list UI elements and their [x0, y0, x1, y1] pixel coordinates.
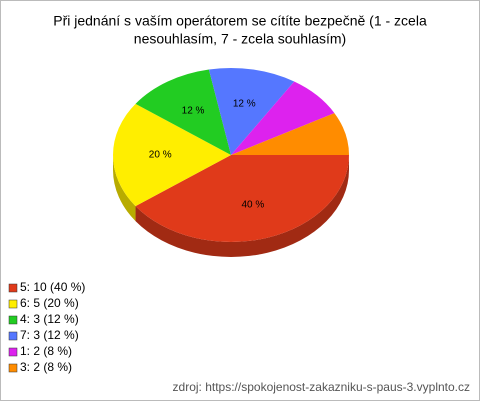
data-label: 12 % — [182, 106, 205, 117]
slice — [113, 103, 231, 207]
slice — [135, 69, 231, 155]
legend-label: 4: 3 (12 %) — [20, 312, 79, 326]
slice — [231, 81, 335, 155]
legend-swatch — [8, 331, 18, 341]
legend-swatch — [8, 363, 18, 373]
chart-title: Při jednání s vaším operátorem se cítíte… — [53, 13, 427, 29]
slice — [135, 155, 349, 242]
slice — [231, 113, 349, 155]
data-label: 20 % — [149, 150, 172, 161]
legend-swatch — [8, 299, 18, 309]
legend-label: 7: 3 (12 %) — [20, 328, 79, 342]
slice — [208, 68, 295, 155]
legend-swatch — [8, 347, 18, 357]
legend-label: 1: 2 (8 %) — [20, 344, 72, 358]
legend-label: 6: 5 (20 %) — [20, 296, 79, 310]
chart-title: nesouhlasím, 7 - zcela souhlasím) — [134, 31, 346, 47]
source: zdroj: https://spokojenost-zakazniku-s-p… — [173, 380, 470, 394]
slice-side — [113, 155, 136, 222]
legend-label: 5: 10 (40 %) — [20, 280, 85, 294]
legend-swatch — [8, 315, 18, 325]
legend-label: 3: 2 (8 %) — [20, 360, 72, 374]
slice-side — [135, 155, 349, 257]
legend-swatch — [8, 283, 18, 293]
data-label: 40 % — [241, 199, 264, 210]
data-label: 12 % — [233, 98, 256, 109]
